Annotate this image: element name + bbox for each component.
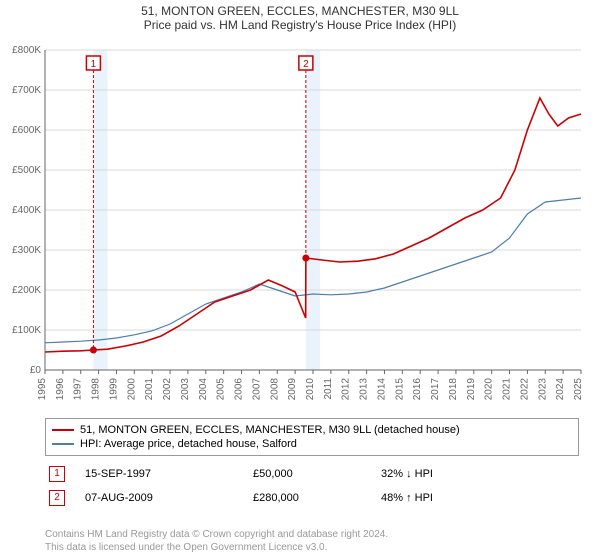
svg-text:2009: 2009 [287, 378, 298, 401]
legend-item-series-2: HPI: Average price, detached house, Salf… [52, 437, 572, 451]
svg-text:1995: 1995 [37, 378, 48, 401]
event-row: 2 07-AUG-2009 £280,000 48% ↑ HPI [45, 486, 565, 510]
svg-text:£400K: £400K [12, 205, 41, 216]
svg-text:2021: 2021 [502, 378, 513, 401]
chart-container: 51, MONTON GREEN, ECCLES, MANCHESTER, M3… [0, 0, 600, 560]
svg-text:2: 2 [303, 59, 309, 70]
svg-text:1997: 1997 [73, 378, 84, 401]
svg-text:2013: 2013 [359, 378, 370, 401]
event-badge: 2 [49, 490, 65, 506]
svg-text:2011: 2011 [323, 378, 334, 400]
svg-text:2014: 2014 [376, 378, 387, 401]
legend-label: 51, MONTON GREEN, ECCLES, MANCHESTER, M3… [80, 424, 460, 436]
svg-text:2019: 2019 [466, 378, 477, 401]
event-price: £280,000 [249, 486, 377, 510]
svg-text:2005: 2005 [216, 378, 227, 401]
event-date: 15-SEP-1997 [81, 462, 249, 486]
event-date: 07-AUG-2009 [81, 486, 249, 510]
svg-text:£0: £0 [30, 365, 42, 376]
legend-label: HPI: Average price, detached house, Salf… [80, 438, 297, 450]
svg-text:2023: 2023 [537, 378, 548, 401]
svg-text:2025: 2025 [573, 378, 584, 401]
svg-text:£700K: £700K [12, 85, 41, 96]
chart-area: £0 £100K £200K £300K £400K £500K £600K £700K £80… [0, 42, 600, 412]
svg-text:£200K: £200K [12, 285, 41, 296]
svg-text:2007: 2007 [251, 378, 262, 401]
event-row: 1 15-SEP-1997 £50,000 32% ↓ HPI [45, 462, 565, 486]
footer-line-1: Contains HM Land Registry data © Crown c… [45, 528, 565, 541]
svg-text:£500K: £500K [12, 165, 41, 176]
event-price: £50,000 [249, 462, 377, 486]
event-delta: 32% ↓ HPI [377, 462, 565, 486]
footer-line-2: This data is licensed under the Open Gov… [45, 541, 565, 554]
legend: 51, MONTON GREEN, ECCLES, MANCHESTER, M3… [45, 418, 579, 456]
svg-text:2022: 2022 [519, 378, 530, 401]
legend-swatch [52, 429, 74, 431]
svg-text:£100K: £100K [12, 325, 41, 336]
svg-text:£800K: £800K [12, 45, 41, 56]
svg-text:1998: 1998 [91, 378, 102, 401]
price-chart: £0 £100K £200K £300K £400K £500K £600K £700K £80… [0, 42, 600, 412]
chart-subtitle: Price paid vs. HM Land Registry's House … [0, 18, 600, 34]
svg-text:2002: 2002 [162, 378, 173, 401]
svg-text:£600K: £600K [12, 125, 41, 136]
svg-text:2016: 2016 [412, 378, 423, 401]
svg-text:2012: 2012 [341, 378, 352, 401]
svg-text:2024: 2024 [555, 378, 566, 401]
svg-text:2008: 2008 [269, 378, 280, 401]
legend-swatch [52, 443, 74, 445]
svg-text:2015: 2015 [394, 378, 405, 401]
attribution-footer: Contains HM Land Registry data © Crown c… [45, 528, 565, 554]
svg-text:2003: 2003 [180, 378, 191, 401]
event-delta: 48% ↑ HPI [377, 486, 565, 510]
svg-text:2004: 2004 [198, 378, 209, 401]
svg-text:2010: 2010 [305, 378, 316, 401]
events-table: 1 15-SEP-1997 £50,000 32% ↓ HPI 2 07-AUG… [45, 462, 565, 510]
svg-text:2000: 2000 [126, 378, 137, 401]
svg-text:1999: 1999 [108, 378, 119, 401]
svg-text:2001: 2001 [144, 378, 155, 401]
svg-text:1996: 1996 [55, 378, 66, 401]
legend-item-series-1: 51, MONTON GREEN, ECCLES, MANCHESTER, M3… [52, 423, 572, 437]
chart-title: 51, MONTON GREEN, ECCLES, MANCHESTER, M3… [0, 0, 600, 18]
event-badge: 1 [49, 466, 65, 482]
svg-text:2017: 2017 [430, 378, 441, 401]
svg-text:1: 1 [91, 59, 97, 70]
svg-text:£300K: £300K [12, 245, 41, 256]
svg-text:2006: 2006 [234, 378, 245, 401]
svg-text:2018: 2018 [448, 378, 459, 401]
svg-text:2020: 2020 [484, 378, 495, 401]
